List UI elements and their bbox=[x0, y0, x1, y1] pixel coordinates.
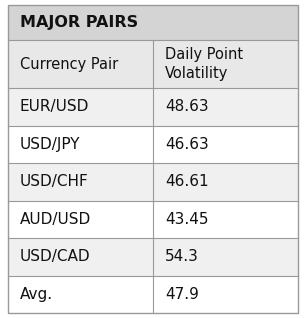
Text: MAJOR PAIRS: MAJOR PAIRS bbox=[20, 15, 138, 30]
Bar bbox=[153, 276, 298, 313]
Bar bbox=[153, 201, 298, 238]
Bar bbox=[153, 88, 298, 126]
Bar bbox=[8, 238, 153, 276]
Bar bbox=[8, 276, 153, 313]
Text: 46.63: 46.63 bbox=[165, 137, 209, 152]
Bar bbox=[8, 126, 153, 163]
Bar bbox=[153, 40, 298, 88]
Text: Daily Point
Volatility: Daily Point Volatility bbox=[165, 47, 243, 81]
Bar bbox=[8, 40, 153, 88]
Text: Avg.: Avg. bbox=[20, 287, 53, 302]
Bar bbox=[8, 201, 153, 238]
Text: 47.9: 47.9 bbox=[165, 287, 199, 302]
Text: AUD/USD: AUD/USD bbox=[20, 212, 91, 227]
Bar bbox=[8, 163, 153, 201]
Bar bbox=[153, 163, 298, 201]
Text: 43.45: 43.45 bbox=[165, 212, 209, 227]
Text: EUR/USD: EUR/USD bbox=[20, 99, 89, 114]
Bar bbox=[153, 126, 298, 163]
Text: USD/JPY: USD/JPY bbox=[20, 137, 80, 152]
Bar bbox=[8, 88, 153, 126]
Text: USD/CHF: USD/CHF bbox=[20, 174, 89, 190]
Text: 48.63: 48.63 bbox=[165, 99, 209, 114]
Bar bbox=[8, 5, 298, 40]
Text: 46.61: 46.61 bbox=[165, 174, 209, 190]
Text: 54.3: 54.3 bbox=[165, 249, 199, 265]
Bar bbox=[153, 238, 298, 276]
Text: USD/CAD: USD/CAD bbox=[20, 249, 91, 265]
Text: Currency Pair: Currency Pair bbox=[20, 57, 118, 72]
